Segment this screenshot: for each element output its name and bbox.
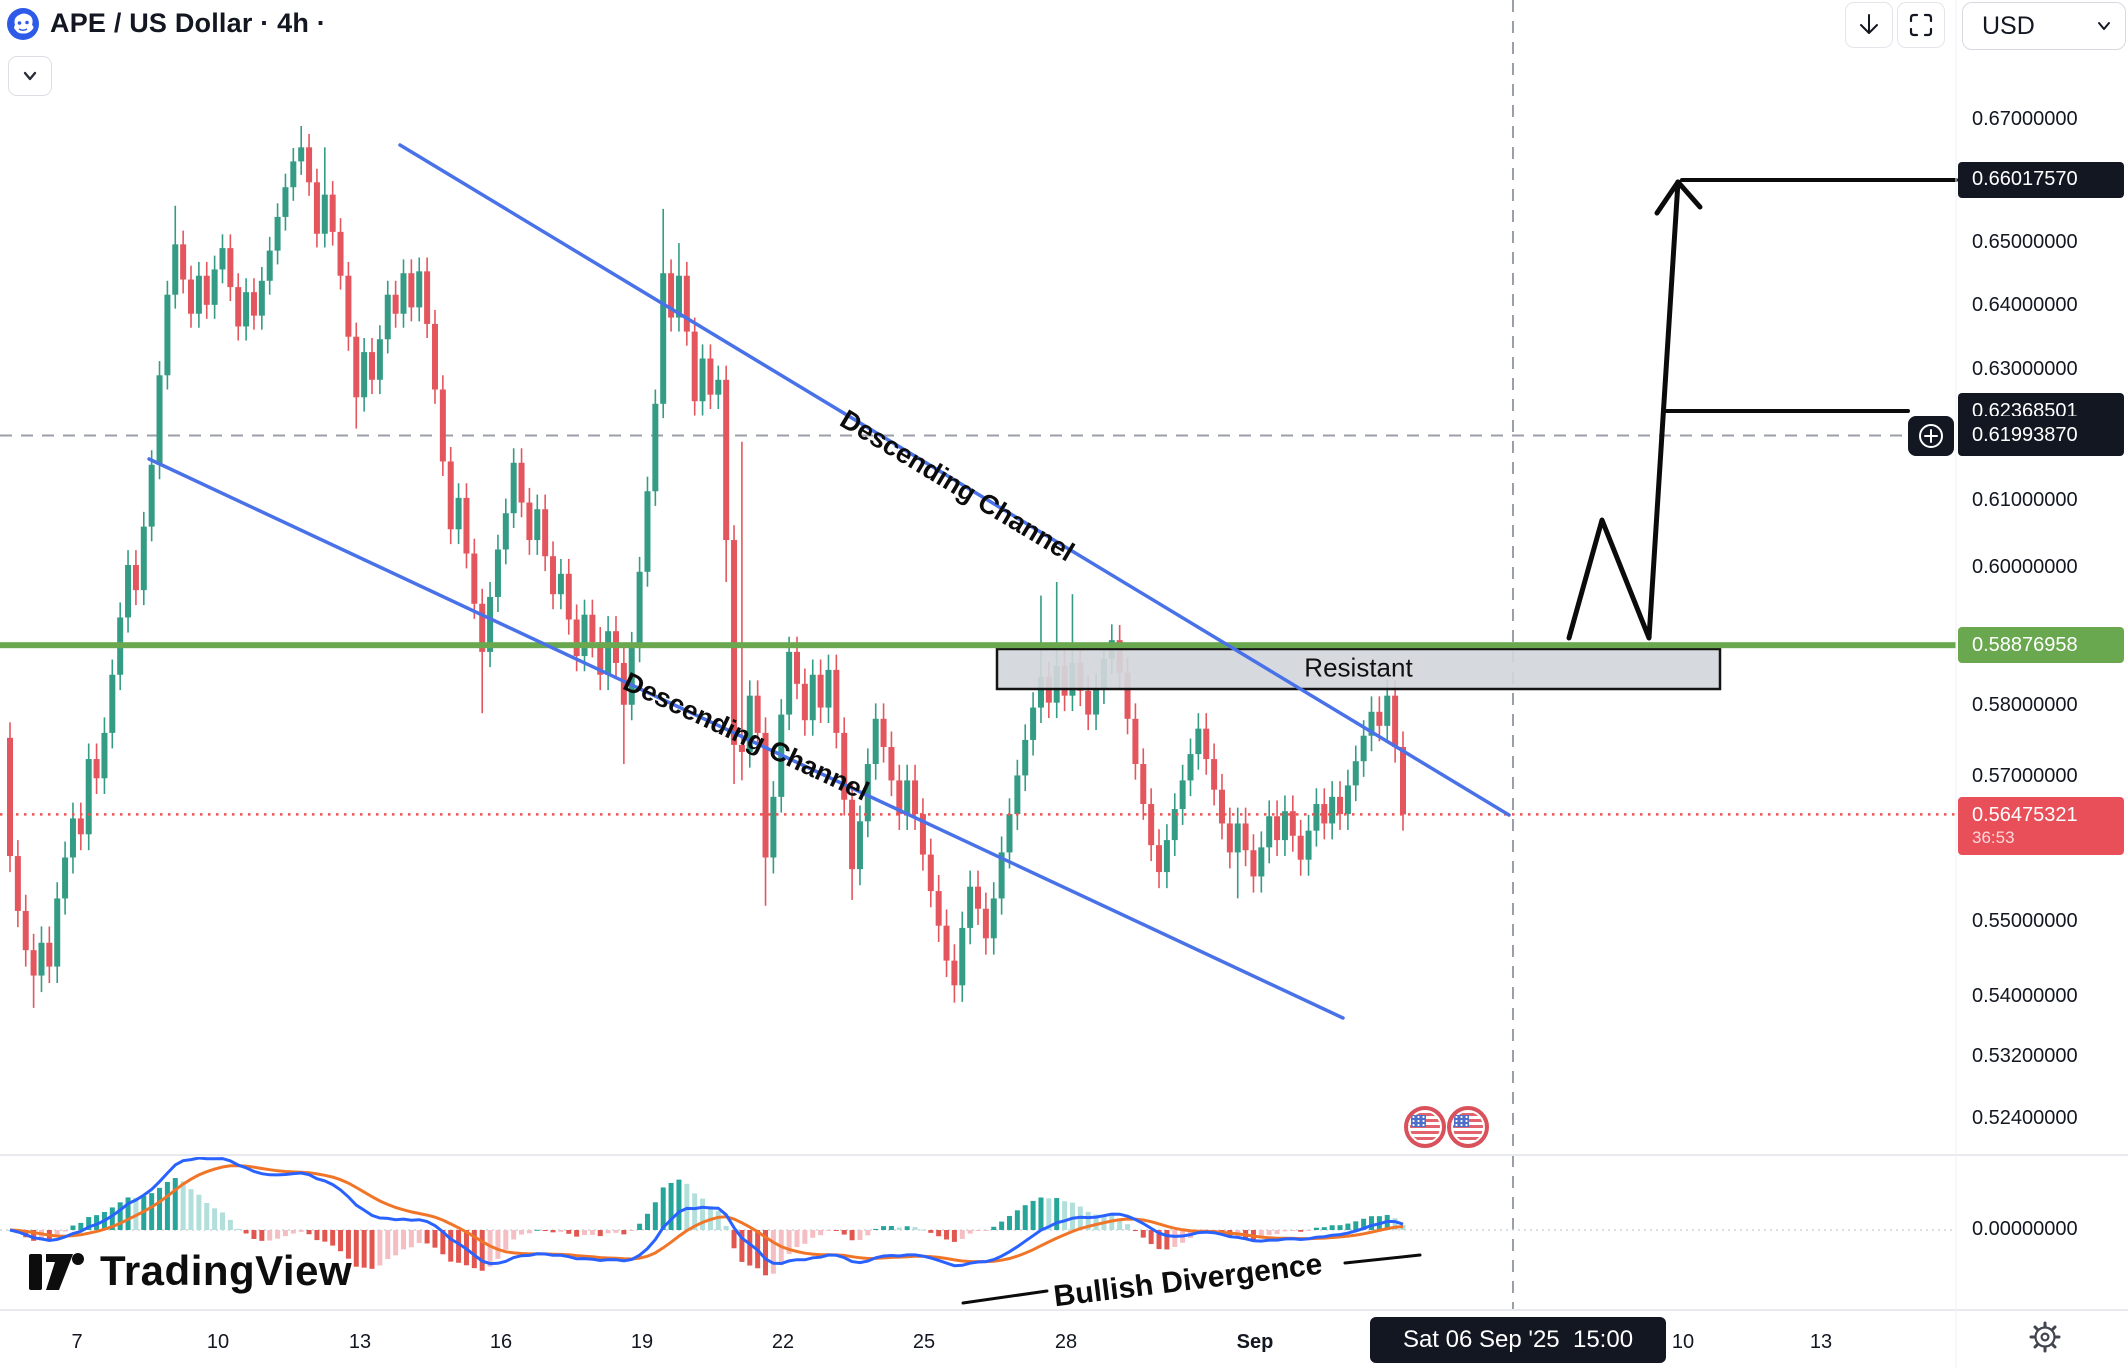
time-tick-label: Sep xyxy=(1236,1331,1274,1353)
time-tick-label: 28 xyxy=(1054,1331,1078,1353)
divergence-trendline[interactable] xyxy=(961,1253,1422,1305)
price-tick-label: 0.52400000 xyxy=(1972,1106,2078,1129)
price-tick-label: 0.61000000 xyxy=(1972,489,2078,512)
axis-settings-gear-button[interactable] xyxy=(2028,1320,2062,1359)
crosshair-date-tag: Sat 06 Sep '25 15:00 xyxy=(1370,1317,1666,1363)
price-tick-label: 0.55000000 xyxy=(1972,910,2078,932)
resistance-zone-box[interactable] xyxy=(995,647,1722,691)
time-tick-label: 25 xyxy=(912,1331,936,1353)
candlestick-series xyxy=(7,126,1406,1008)
time-tick-label: 7 xyxy=(71,1331,83,1353)
price-tick-label: 0.54000000 xyxy=(1972,984,2078,1007)
currency-value: USD xyxy=(1982,11,2035,40)
download-button[interactable] xyxy=(1845,2,1893,48)
chevron-down-icon xyxy=(23,71,37,81)
price-tick-label: 0.65000000 xyxy=(1972,231,2078,254)
candle-countdown: 36:53 xyxy=(1972,828,2015,848)
price-tick-label: 0.64000000 xyxy=(1972,294,2078,317)
arrow-down-icon xyxy=(1860,14,1878,34)
last-price-tag: 0.56475321 36:53 xyxy=(1958,797,2124,856)
time-tick-label: 13 xyxy=(348,1331,372,1353)
price-tick-label: 0.00000000 xyxy=(1972,1218,2078,1240)
expand-symbol-button[interactable] xyxy=(8,56,52,96)
target-price-tag: 0.66017570 xyxy=(1958,161,2124,198)
plus-circle-icon xyxy=(1919,423,1943,448)
tradingview-watermark[interactable]: TradingView xyxy=(28,1246,352,1296)
tradingview-logo-icon xyxy=(29,1253,84,1290)
time-tick-label: 10 xyxy=(1671,1331,1695,1353)
ape-coin-logo xyxy=(7,8,39,40)
fullscreen-button[interactable] xyxy=(1897,2,1945,48)
add-order-plus-button[interactable] xyxy=(1908,415,1954,456)
time-tick-label: 13 xyxy=(1809,1331,1833,1353)
time-tick-label: 10 xyxy=(206,1331,230,1353)
projection-arrow-drawing[interactable] xyxy=(1566,178,1958,641)
price-tick-label: 0.53200000 xyxy=(1972,1045,2078,1068)
price-tick-label: 0.63000000 xyxy=(1972,358,2078,381)
descending-channel-lines[interactable] xyxy=(147,143,1511,1020)
time-tick-label: 19 xyxy=(630,1331,654,1353)
time-tick-label: 22 xyxy=(771,1331,795,1353)
resistance-zone-label[interactable]: Resistant xyxy=(1304,652,1413,683)
price-tick-label: 0.58000000 xyxy=(1972,694,2078,717)
green-level-line[interactable] xyxy=(0,642,1956,649)
us-flag-event-icon[interactable] xyxy=(1447,1106,1489,1148)
symbol-title[interactable]: APE / US Dollar · 4h · xyxy=(50,8,326,38)
tradingview-watermark-text: TradingView xyxy=(100,1247,353,1294)
currency-dropdown[interactable]: USD xyxy=(1962,2,2126,50)
gear-icon xyxy=(2029,1321,2061,1353)
price-tick-label: 0.60000000 xyxy=(1972,556,2078,579)
alert-level-price-tag: 0.58876958 xyxy=(1958,627,2124,664)
chevron-down-icon xyxy=(2098,22,2110,30)
us-flag-event-icon[interactable] xyxy=(1404,1106,1446,1148)
time-tick-label: 16 xyxy=(489,1331,513,1353)
price-tick-label: 0.67000000 xyxy=(1972,107,2078,130)
macd-indicator xyxy=(0,1157,1956,1276)
fullscreen-icon xyxy=(1909,13,1933,37)
price-tick-label: 0.57000000 xyxy=(1972,764,2078,787)
crosshair-price-tag: 0.61993870 xyxy=(1958,415,2124,456)
